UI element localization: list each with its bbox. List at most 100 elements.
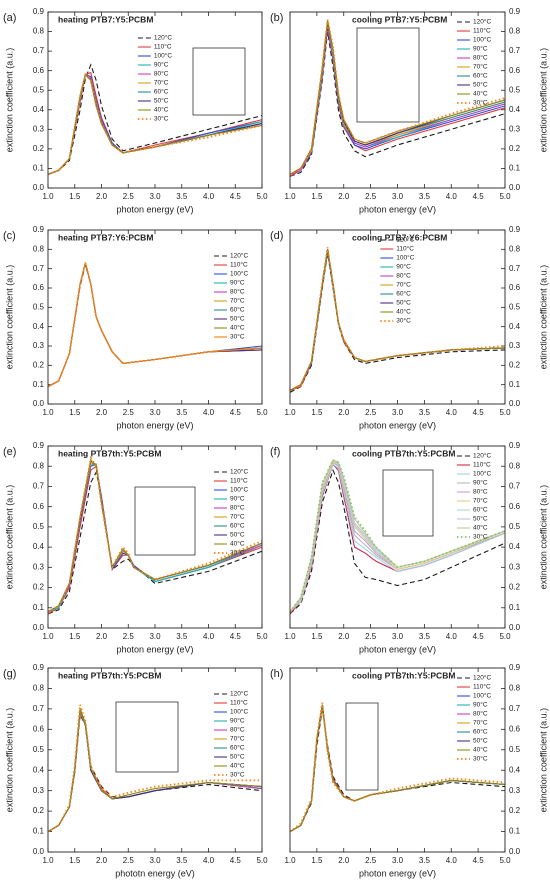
series-line xyxy=(289,708,506,833)
y-tick-label: 0.0 xyxy=(33,399,45,408)
x-axis-label: phototn energy (eV) xyxy=(115,868,195,878)
legend-label: 80°C xyxy=(154,70,169,78)
series-line xyxy=(289,704,506,833)
x-axis-label: photon energy (eV) xyxy=(359,868,436,878)
x-tick-label: 4.0 xyxy=(203,408,215,417)
x-tick-label: 4.5 xyxy=(473,408,485,417)
x-tick-label: 1.0 xyxy=(284,192,296,201)
y-tick-label: 0.7 xyxy=(509,482,521,491)
y-axis-label: extinction coefficient (a.u.) xyxy=(4,708,14,812)
y-tick-label: 0.6 xyxy=(509,66,521,75)
legend-label: 100°C xyxy=(230,486,248,494)
x-tick-label: 1.5 xyxy=(69,632,81,641)
x-axis-label: photon energy (eV) xyxy=(359,644,436,654)
legend-label: 30°C xyxy=(230,771,245,779)
y-tick-label: 0.3 xyxy=(509,124,521,133)
legend-label: 50°C xyxy=(230,753,245,761)
y-tick-label: 0.9 xyxy=(509,441,521,450)
y-tick-label: 0.4 xyxy=(509,105,521,114)
inset-box xyxy=(134,486,196,556)
x-tick-label: 3.5 xyxy=(419,632,431,641)
legend-label: 60°C xyxy=(154,88,169,96)
legend-label: 40°C xyxy=(473,746,488,754)
x-tick-label: 4.0 xyxy=(203,856,215,865)
y-tick-label: 0.9 xyxy=(509,7,521,16)
y-tick-label: 0.2 xyxy=(509,583,521,592)
y-tick-label: 0.8 xyxy=(33,461,45,470)
legend-label: 120°C xyxy=(154,34,172,42)
x-tick-label: 1.0 xyxy=(42,856,54,865)
legend-label: 40°C xyxy=(396,308,411,316)
y-tick-label: 0.7 xyxy=(509,264,521,273)
legend-label: 120°C xyxy=(230,690,248,698)
x-tick-label: 1.0 xyxy=(42,408,54,417)
plot-frame xyxy=(289,667,506,853)
series-line xyxy=(289,19,506,175)
plot-frame xyxy=(47,445,263,629)
inset-box xyxy=(115,701,179,773)
x-tick-label: 4.5 xyxy=(230,408,242,417)
x-tick-label: 4.5 xyxy=(473,192,485,201)
legend-label: 120°C xyxy=(230,468,248,476)
panel-label: (e) xyxy=(3,446,16,458)
legend-label: 30°C xyxy=(230,333,245,341)
x-tick-label: 2.5 xyxy=(365,856,377,865)
series-line xyxy=(289,247,506,392)
y-tick-label: 0.5 xyxy=(33,522,45,531)
x-tick-label: 4.0 xyxy=(446,408,458,417)
y-tick-label: 0.2 xyxy=(33,144,45,153)
y-tick-label: 0.1 xyxy=(509,827,521,836)
x-tick-label: 2.0 xyxy=(338,408,350,417)
y-tick-label: 0.3 xyxy=(33,786,45,795)
series-line xyxy=(289,31,506,177)
y-tick-label: 0.7 xyxy=(33,264,45,273)
y-axis-label: extinction coefficient (a.u.) xyxy=(538,708,548,812)
x-tick-label: 2.0 xyxy=(338,856,350,865)
legend-label: 50°C xyxy=(396,299,411,307)
legend-label: 120°C xyxy=(230,252,248,260)
x-tick-label: 2.0 xyxy=(338,192,350,201)
chart-title: heating PTB7:Y6:PCBM xyxy=(58,232,153,242)
panel-label: (b) xyxy=(270,12,283,24)
legend-label: 100°C xyxy=(473,470,491,478)
x-axis-label: photon energy (eV) xyxy=(116,204,193,214)
legend-label: 70°C xyxy=(230,513,245,521)
x-tick-label: 5.0 xyxy=(256,856,268,865)
series-line xyxy=(47,63,263,175)
legend-label: 70°C xyxy=(473,497,488,505)
x-tick-label: 2.0 xyxy=(338,632,350,641)
legend-label: 90°C xyxy=(396,263,411,271)
legend-label: 80°C xyxy=(473,710,488,718)
y-tick-label: 0.0 xyxy=(33,623,45,632)
x-tick-label: 2.0 xyxy=(96,856,108,865)
y-tick-label: 0.8 xyxy=(509,684,521,693)
legend-label: 60°C xyxy=(230,522,245,530)
chart-title: cooling PTB7th:Y5:PCBM xyxy=(352,448,455,458)
legend-label: 40°C xyxy=(473,524,488,532)
x-tick-label: 2.5 xyxy=(365,632,377,641)
x-tick-label: 3.5 xyxy=(419,408,431,417)
panel-label: (h) xyxy=(270,668,283,680)
x-axis-label: photon energy (eV) xyxy=(116,420,193,430)
y-tick-label: 0.1 xyxy=(33,827,45,836)
y-tick-label: 0.4 xyxy=(33,322,45,331)
legend-label: 80°C xyxy=(473,488,488,496)
legend-label: 70°C xyxy=(154,79,169,87)
y-tick-label: 0.8 xyxy=(33,244,45,253)
x-tick-label: 3.5 xyxy=(176,192,188,201)
plot-frame xyxy=(47,667,263,853)
x-tick-label: 4.0 xyxy=(203,192,215,201)
legend-label: 60°C xyxy=(396,290,411,298)
y-axis-label: extinction coefficient (a.u.) xyxy=(4,48,14,152)
x-tick-label: 1.5 xyxy=(69,192,81,201)
legend-label: 120°C xyxy=(473,674,491,682)
y-tick-label: 0.0 xyxy=(509,623,521,632)
y-tick-label: 0.0 xyxy=(509,847,521,856)
y-tick-label: 0.5 xyxy=(509,302,521,311)
legend-label: 110°C xyxy=(396,245,414,253)
y-tick-label: 0.2 xyxy=(33,583,45,592)
y-tick-label: 0.2 xyxy=(33,360,45,369)
legend-label: 110°C xyxy=(473,461,491,469)
y-tick-label: 0.9 xyxy=(509,663,521,672)
legend-label: 50°C xyxy=(154,97,169,105)
